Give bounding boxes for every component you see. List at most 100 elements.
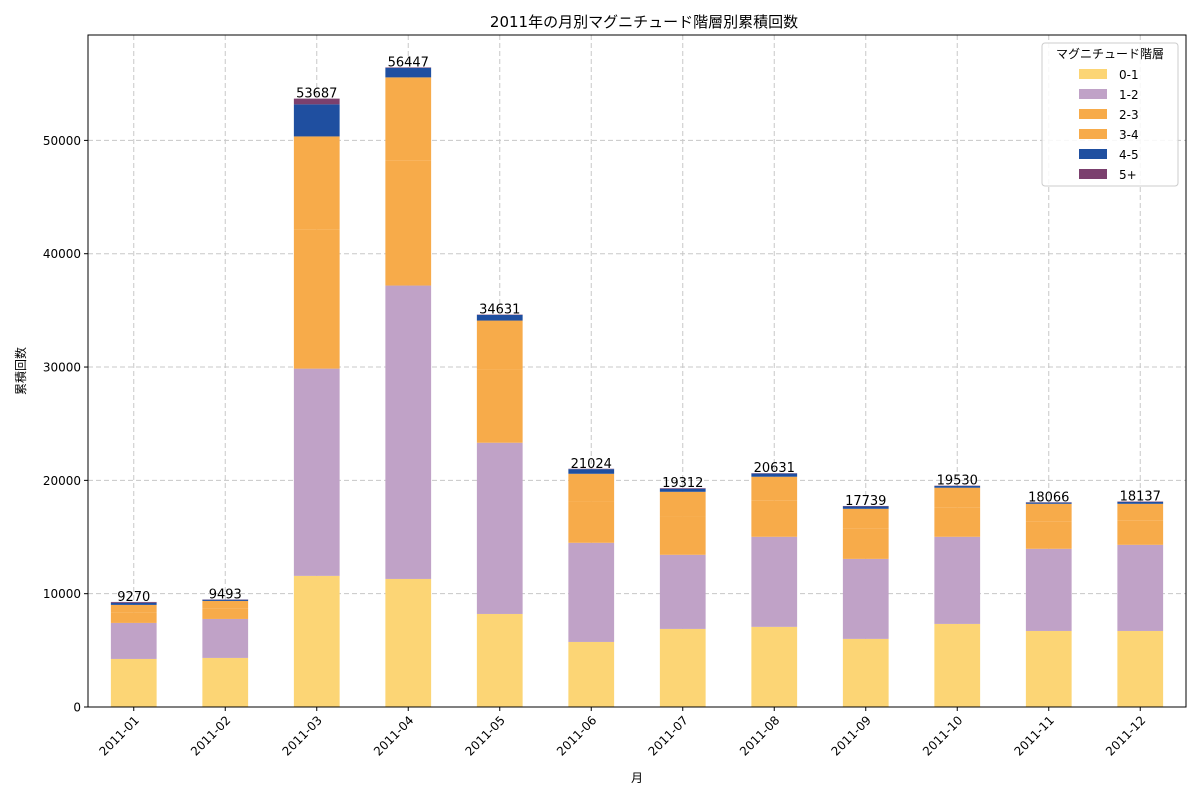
bar-segment-1-2 xyxy=(202,619,248,658)
y-axis-label: 累積回数 xyxy=(13,347,28,395)
y-tick-label: 20000 xyxy=(43,474,81,488)
x-tick-label: 2011-05 xyxy=(463,713,508,758)
bar-segment-1-2 xyxy=(111,623,157,659)
bar-segment-0-1 xyxy=(294,576,340,707)
bar-segment-0-1 xyxy=(111,659,157,707)
total-label: 9270 xyxy=(117,590,150,605)
y-tick-label: 10000 xyxy=(43,587,81,601)
legend-label: 2-3 xyxy=(1119,108,1139,122)
legend-label: 0-1 xyxy=(1119,68,1139,82)
bar-segment-1-2 xyxy=(1026,549,1072,631)
x-tick-label: 2011-04 xyxy=(371,713,416,758)
bar-segment-2-3 xyxy=(294,229,340,368)
total-label: 9493 xyxy=(209,587,242,602)
bar-segment-2-3 xyxy=(751,501,797,537)
bars xyxy=(111,67,1163,707)
bar-segment-3-4 xyxy=(385,77,431,160)
bar-segment-3-4 xyxy=(660,492,706,517)
bar-segment-1-2 xyxy=(294,369,340,576)
bar-segment-2-3 xyxy=(111,612,157,623)
bar-segment-1-2 xyxy=(477,443,523,614)
legend-box xyxy=(1042,43,1178,186)
x-tick-label: 2011-09 xyxy=(829,713,874,758)
total-labels: 9270 9493 53687 56447 34631 21024 19312 20631 17… xyxy=(117,55,1161,605)
bar-segment-2-3 xyxy=(385,161,431,286)
bar-segment-1-2 xyxy=(751,537,797,627)
bar-segment-0-1 xyxy=(385,579,431,707)
bar-segment-2-3 xyxy=(1117,520,1163,545)
bar-segment-2-3 xyxy=(660,517,706,555)
x-tick-label: 2011-02 xyxy=(188,713,233,758)
total-label: 34631 xyxy=(479,303,520,318)
bar-segment-1-2 xyxy=(1117,545,1163,631)
bar-segment-1-2 xyxy=(568,543,614,642)
total-label: 18066 xyxy=(1028,490,1069,505)
x-tick-label: 2011-10 xyxy=(920,713,965,758)
legend-swatch xyxy=(1079,149,1107,159)
legend: マグニチュード階層 0-1 1-2 2-3 3-4 4-5 5+ xyxy=(1042,43,1178,186)
bar-segment-3-4 xyxy=(1117,504,1163,520)
bar-segment-0-1 xyxy=(660,629,706,707)
bar-segment-0-1 xyxy=(477,614,523,707)
bar-segment-3-4 xyxy=(1026,504,1072,522)
chart-title: 2011年の月別マグニチュード階層別累積回数 xyxy=(490,13,798,31)
legend-swatch xyxy=(1079,89,1107,99)
x-tick-label: 2011-08 xyxy=(737,713,782,758)
total-label: 56447 xyxy=(388,55,429,70)
legend-swatch xyxy=(1079,69,1107,79)
total-label: 19312 xyxy=(662,476,703,491)
legend-label: 1-2 xyxy=(1119,88,1139,102)
bar-segment-0-1 xyxy=(1117,631,1163,707)
bar-segment-2-3 xyxy=(568,501,614,542)
bar-segment-0-1 xyxy=(751,627,797,707)
legend-title: マグニチュード階層 xyxy=(1056,46,1164,61)
bar-segment-1-2 xyxy=(385,286,431,579)
y-tick-label: 0 xyxy=(73,701,81,715)
bar-segment-0-1 xyxy=(843,639,889,707)
bar-segment-2-3 xyxy=(934,507,980,536)
bar-segment-3-4 xyxy=(934,488,980,508)
bar-segment-3-4 xyxy=(843,509,889,529)
bar-segment-4-5 xyxy=(294,104,340,136)
total-label: 21024 xyxy=(571,457,612,472)
legend-label: 3-4 xyxy=(1119,128,1139,142)
y-tick-label: 50000 xyxy=(43,134,81,148)
legend-label: 5+ xyxy=(1119,168,1137,182)
bar-segment-3-4 xyxy=(294,136,340,229)
bar-segment-0-1 xyxy=(202,658,248,707)
y-tick-label: 30000 xyxy=(43,361,81,375)
legend-swatch xyxy=(1079,109,1107,119)
legend-swatch xyxy=(1079,169,1107,179)
x-tick-label: 2011-07 xyxy=(646,713,691,758)
bar-segment-1-2 xyxy=(660,555,706,629)
bar-segment-2-3 xyxy=(477,369,523,442)
y-tick-label: 40000 xyxy=(43,247,81,261)
bar-segment-2-3 xyxy=(843,529,889,559)
bar-segment-1-2 xyxy=(934,537,980,624)
plot-frame xyxy=(88,35,1186,707)
bar-segment-2-3 xyxy=(202,608,248,619)
legend-swatch xyxy=(1079,129,1107,139)
total-label: 17739 xyxy=(845,494,886,509)
bar-segment-3-4 xyxy=(477,321,523,370)
bar-segment-0-1 xyxy=(1026,631,1072,707)
x-axis-label: 月 xyxy=(631,771,643,785)
x-tick-label: 2011-01 xyxy=(97,713,142,758)
total-label: 19530 xyxy=(937,474,978,489)
total-label: 18137 xyxy=(1120,489,1161,504)
total-label: 20631 xyxy=(754,461,795,476)
legend-label: 4-5 xyxy=(1119,148,1139,162)
grid xyxy=(88,35,1186,707)
bar-segment-0-1 xyxy=(934,624,980,707)
bar-segment-3-4 xyxy=(568,474,614,502)
total-label: 53687 xyxy=(296,87,337,102)
bar-segment-2-3 xyxy=(1026,522,1072,549)
bar-segment-3-4 xyxy=(751,477,797,501)
x-tick-label: 2011-03 xyxy=(280,713,325,758)
bar-segment-3-4 xyxy=(111,605,157,612)
bar-segment-1-2 xyxy=(843,559,889,639)
bar-segment-0-1 xyxy=(568,642,614,707)
x-tick-label: 2011-11 xyxy=(1012,713,1057,758)
x-tick-label: 2011-06 xyxy=(554,713,599,758)
